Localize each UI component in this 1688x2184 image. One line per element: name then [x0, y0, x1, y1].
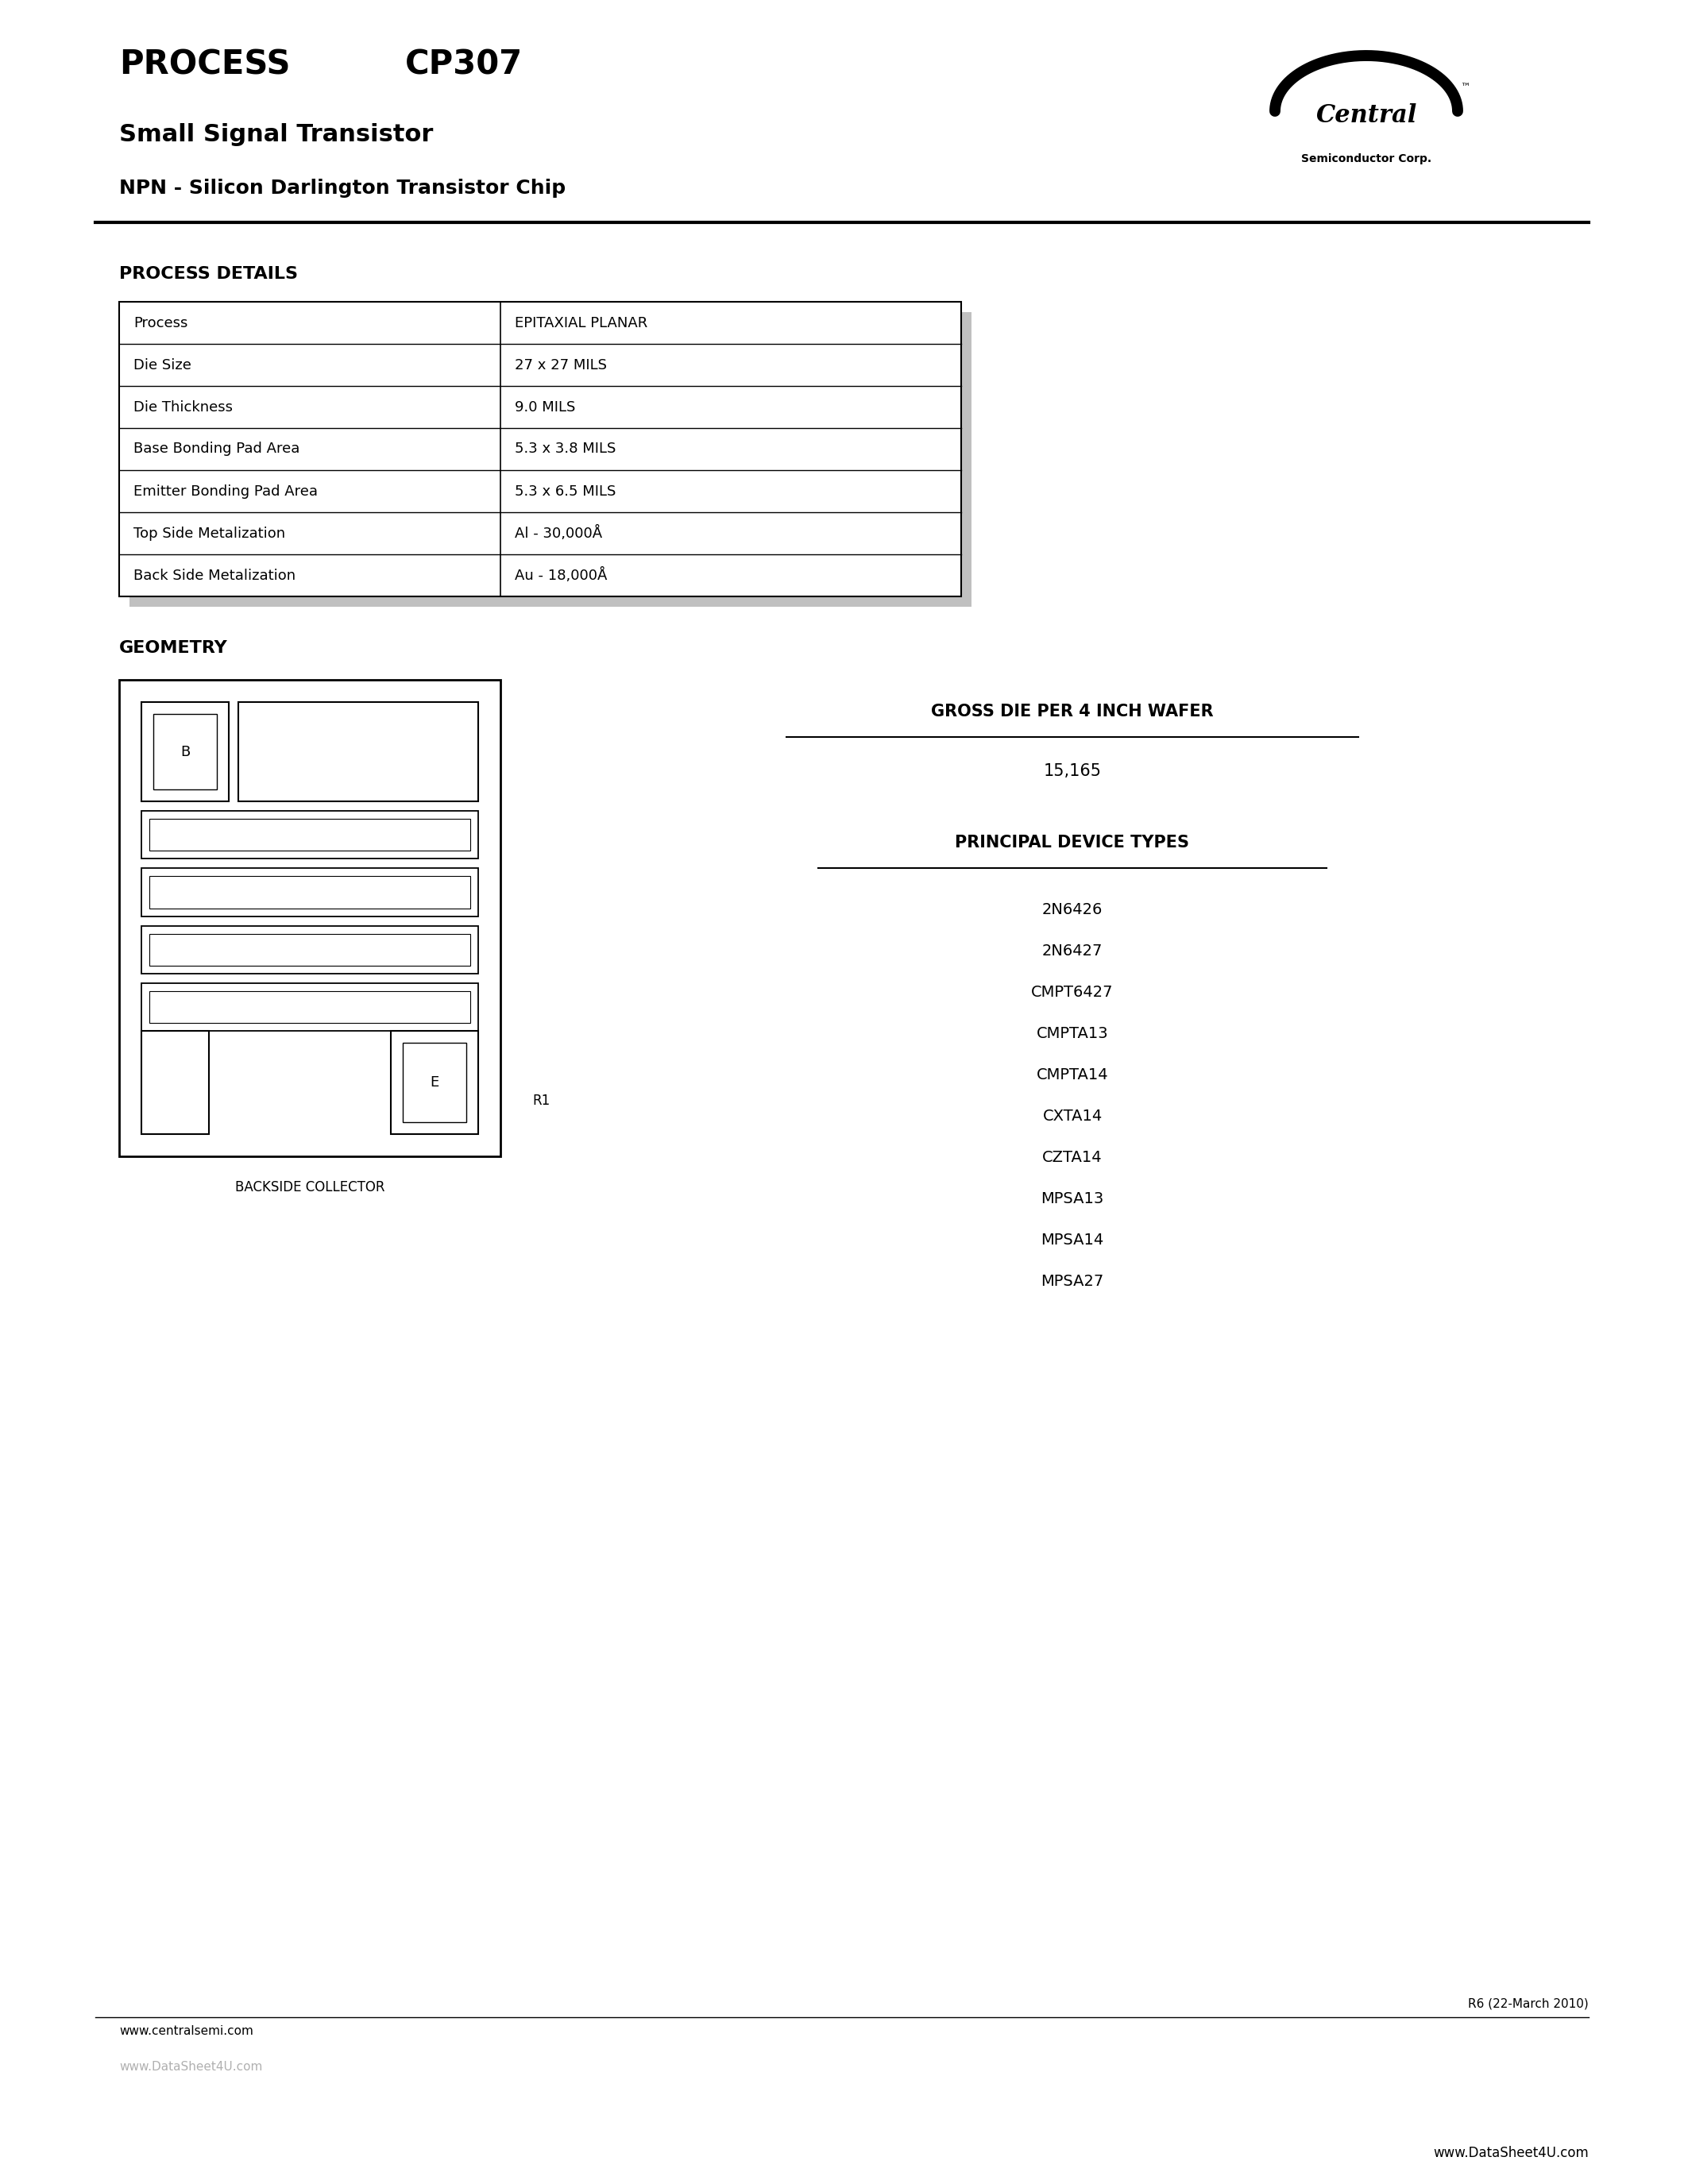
Bar [149, 876, 471, 909]
Bar [142, 701, 230, 802]
Text: CMPTA13: CMPTA13 [1036, 1026, 1109, 1042]
Text: Die Size: Die Size [133, 358, 191, 371]
Text: ™: ™ [1460, 83, 1470, 92]
Text: PROCESS: PROCESS [120, 48, 290, 81]
Text: MPSA27: MPSA27 [1041, 1273, 1104, 1289]
Text: MPSA14: MPSA14 [1041, 1232, 1104, 1247]
Text: Semiconductor Corp.: Semiconductor Corp. [1301, 153, 1431, 164]
Text: GROSS DIE PER 4 INCH WAFER: GROSS DIE PER 4 INCH WAFER [932, 703, 1214, 719]
Text: CP307: CP307 [405, 48, 523, 81]
Text: Central: Central [1315, 103, 1416, 127]
Bar [154, 714, 216, 788]
Bar [142, 983, 478, 1031]
Text: GEOMETRY: GEOMETRY [120, 640, 228, 655]
Text: www.DataSheet4U.com: www.DataSheet4U.com [120, 2062, 262, 2073]
Bar [149, 933, 471, 965]
Text: PRINCIPAL DEVICE TYPES: PRINCIPAL DEVICE TYPES [955, 834, 1190, 850]
Text: CZTA14: CZTA14 [1043, 1151, 1102, 1164]
Text: NPN - Silicon Darlington Transistor Chip: NPN - Silicon Darlington Transistor Chip [120, 179, 565, 199]
Bar [149, 819, 471, 852]
Bar [392, 1031, 478, 1133]
Text: CMPT6427: CMPT6427 [1031, 985, 1114, 1000]
Text: 5.3 x 6.5 MILS: 5.3 x 6.5 MILS [515, 485, 616, 498]
Text: Process: Process [133, 317, 187, 330]
Text: PROCESS DETAILS: PROCESS DETAILS [120, 266, 297, 282]
Text: Emitter Bonding Pad Area: Emitter Bonding Pad Area [133, 485, 317, 498]
Bar [238, 701, 478, 802]
Text: EPITAXIAL PLANAR: EPITAXIAL PLANAR [515, 317, 648, 330]
Bar [120, 301, 960, 596]
Bar [142, 926, 478, 974]
Text: R1: R1 [532, 1094, 550, 1107]
Text: CMPTA14: CMPTA14 [1036, 1068, 1109, 1083]
Text: B: B [181, 745, 191, 758]
Bar [130, 312, 972, 607]
Text: 2N6427: 2N6427 [1041, 943, 1102, 959]
Text: 5.3 x 3.8 MILS: 5.3 x 3.8 MILS [515, 441, 616, 456]
Bar [403, 1042, 466, 1123]
Text: Top Side Metalization: Top Side Metalization [133, 526, 285, 539]
Bar [149, 992, 471, 1022]
Text: 15,165: 15,165 [1043, 762, 1101, 780]
Text: Die Thickness: Die Thickness [133, 400, 233, 415]
Text: CXTA14: CXTA14 [1043, 1109, 1102, 1125]
Text: Al - 30,000Å: Al - 30,000Å [515, 526, 603, 542]
Bar [142, 1031, 209, 1133]
Text: Back Side Metalization: Back Side Metalization [133, 568, 295, 583]
Bar [120, 679, 500, 1155]
Text: 27 x 27 MILS: 27 x 27 MILS [515, 358, 608, 371]
Text: Small Signal Transistor: Small Signal Transistor [120, 122, 434, 146]
Bar [142, 869, 478, 915]
Text: Base Bonding Pad Area: Base Bonding Pad Area [133, 441, 300, 456]
Text: BACKSIDE COLLECTOR: BACKSIDE COLLECTOR [235, 1179, 385, 1195]
Text: E: E [430, 1075, 439, 1090]
Text: 2N6426: 2N6426 [1041, 902, 1102, 917]
Bar [120, 301, 960, 596]
Text: 9.0 MILS: 9.0 MILS [515, 400, 576, 415]
Text: MPSA13: MPSA13 [1041, 1190, 1104, 1206]
Text: Au - 18,000Å: Au - 18,000Å [515, 568, 608, 583]
Text: www.DataSheet4U.com: www.DataSheet4U.com [1433, 2147, 1588, 2160]
Text: R6 (22-March 2010): R6 (22-March 2010) [1469, 1998, 1588, 2009]
Bar [142, 810, 478, 858]
Text: www.centralsemi.com: www.centralsemi.com [120, 2025, 253, 2038]
